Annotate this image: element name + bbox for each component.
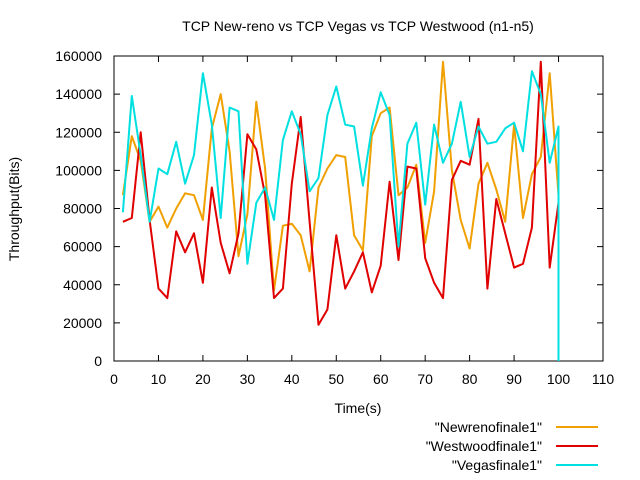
legend: "Newrenofinale1" "Westwoodfinale1" "Vegasf… bbox=[426, 419, 598, 473]
x-tick-label: 20 bbox=[195, 371, 211, 387]
plot-border bbox=[114, 56, 603, 361]
chart-title: TCP New-reno vs TCP Vegas vs TCP Westwoo… bbox=[182, 18, 534, 34]
y-tick-label: 120000 bbox=[55, 124, 102, 140]
y-tick-label: 80000 bbox=[63, 201, 102, 217]
x-tick-label: 110 bbox=[592, 371, 615, 387]
y-axis-label: Throughput(Bits) bbox=[6, 157, 22, 261]
x-tick-label: 60 bbox=[373, 371, 389, 387]
x-tick-label: 40 bbox=[284, 371, 300, 387]
x-tick-label: 70 bbox=[417, 371, 433, 387]
legend-label: "Newrenofinale1" bbox=[435, 419, 542, 435]
x-tick-label: 100 bbox=[547, 371, 571, 387]
plot-frame bbox=[114, 56, 603, 361]
series-line-2 bbox=[123, 71, 559, 361]
series-lines bbox=[123, 62, 559, 361]
x-tick-label: 50 bbox=[328, 371, 344, 387]
x-tick-label: 30 bbox=[240, 371, 256, 387]
y-axis: 0 20000 40000 60000 80000 100000 120000 140000 1… bbox=[55, 48, 603, 369]
y-tick-label: 140000 bbox=[55, 86, 102, 102]
y-tick-label: 40000 bbox=[63, 277, 102, 293]
y-tick-label: 0 bbox=[94, 353, 102, 369]
x-tick-label: 0 bbox=[110, 371, 118, 387]
y-tick-label: 60000 bbox=[63, 239, 102, 255]
y-tick-label: 20000 bbox=[63, 315, 102, 331]
x-tick-label: 80 bbox=[462, 371, 478, 387]
y-tick-label: 160000 bbox=[55, 48, 102, 64]
legend-label: "Vegasfinale1" bbox=[452, 457, 542, 473]
legend-label: "Westwoodfinale1" bbox=[426, 438, 542, 454]
x-tick-label: 90 bbox=[506, 371, 522, 387]
x-tick-label: 10 bbox=[151, 371, 167, 387]
y-tick-label: 100000 bbox=[55, 162, 102, 178]
x-axis-label: Time(s) bbox=[335, 400, 382, 416]
